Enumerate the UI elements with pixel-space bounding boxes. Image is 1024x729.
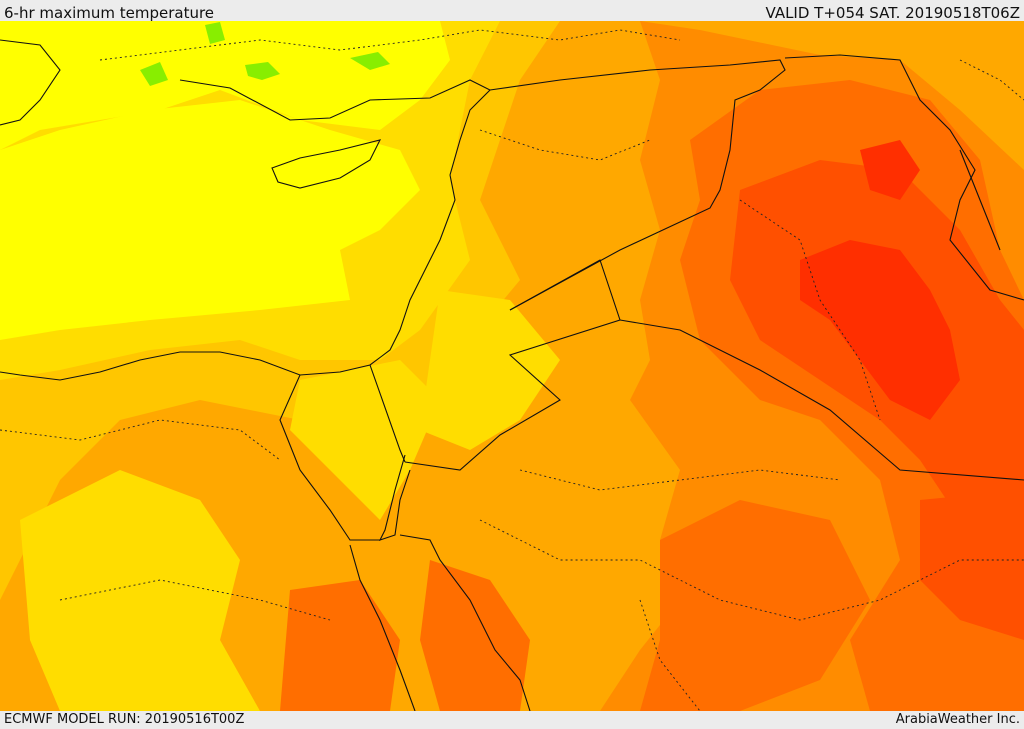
footer-bar <box>0 711 1024 729</box>
field-green-1 <box>245 62 280 80</box>
admin-saudi-2 <box>519 469 841 491</box>
coastline-gulf <box>959 149 1001 251</box>
admin-iran <box>959 59 1024 101</box>
coastline-aqaba <box>378 454 411 541</box>
field-dark-orange-egypt <box>280 580 400 711</box>
model-run-label: ECMWF MODEL RUN: 20190516T00Z <box>4 712 245 727</box>
field-light-orange-ne <box>640 21 1024 170</box>
coastline-aegean <box>0 39 61 126</box>
admin-egypt-2 <box>59 579 331 621</box>
admin-saudi <box>479 519 1024 621</box>
credit-label: ArabiaWeather Inc. <box>895 712 1020 727</box>
coastline-redsea-west <box>349 544 416 711</box>
field-yellow-gold-jordan <box>420 290 560 450</box>
field-red-core <box>800 240 960 420</box>
header-bar <box>0 0 1024 21</box>
coastline-cyprus <box>271 139 382 189</box>
border-israel-egypt <box>369 364 406 463</box>
border-turkey-east <box>784 54 1024 301</box>
field-yellow-gold-egypt <box>20 470 260 711</box>
coastline-redsea-east <box>399 534 531 711</box>
coastline-suez <box>279 374 380 541</box>
field-yellow-gold-sinai <box>290 360 440 520</box>
border-jordan-saudi <box>404 259 621 471</box>
temperature-map <box>0 21 1024 711</box>
coastline-turkey <box>179 79 491 176</box>
valid-time-label: VALID T+054 SAT. 20190518T06Z <box>765 4 1020 22</box>
field-dark-orange-saudi <box>640 500 870 711</box>
field-green-3 <box>350 52 390 70</box>
border-iraq-saudi <box>619 319 1024 481</box>
field-green-2 <box>140 62 168 86</box>
field-red-orange-se <box>920 490 1024 640</box>
admin-syria <box>479 129 651 161</box>
map-title: 6-hr maximum temperature <box>4 4 215 22</box>
field-dark-orange-redsea <box>420 560 530 711</box>
admin-iraq <box>739 199 881 421</box>
admin-egypt <box>0 419 281 461</box>
field-pale-yellow-med <box>0 100 420 340</box>
field-red-core-2 <box>860 140 920 200</box>
field-green-4 <box>205 22 225 44</box>
coastline-levant <box>0 174 456 381</box>
admin-saudi-3 <box>639 599 701 711</box>
field-pale-yellow-sea <box>0 21 450 150</box>
border-syria-iraq <box>489 59 786 311</box>
